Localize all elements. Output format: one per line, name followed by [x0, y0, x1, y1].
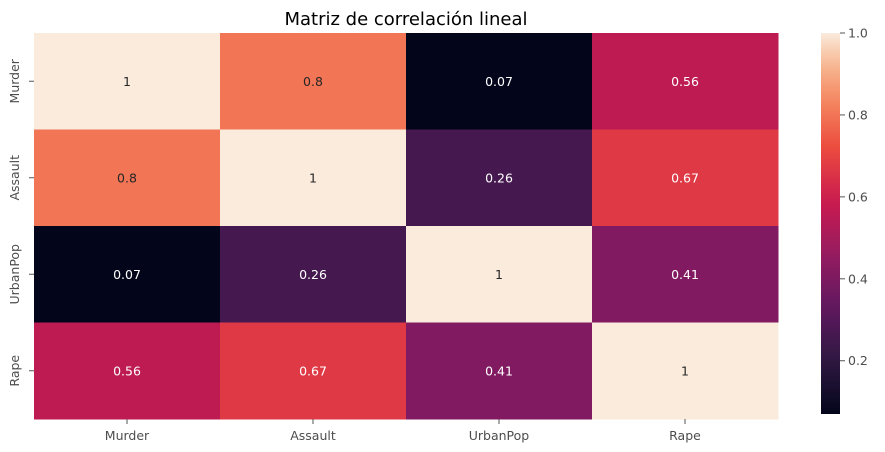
chart-title: Matriz de correlación lineal: [284, 9, 527, 30]
cell-value-label: 0.67: [671, 170, 699, 185]
cell-value-label: 0.07: [485, 74, 513, 89]
cell-value-label: 0.07: [113, 267, 141, 282]
colorbar: 0.2 0.4 0.6 0.8 1.0: [821, 26, 868, 414]
cell-value-label: 0.8: [303, 74, 323, 89]
cell-value-label: 0.41: [485, 363, 513, 378]
y-tick-label: Assault: [7, 155, 22, 201]
heatmap-cell: [220, 129, 407, 227]
y-axis: Murder Assault UrbanPop Rape: [7, 58, 34, 387]
heatmap-cell: [34, 129, 221, 227]
colorbar-gradient: [821, 33, 840, 414]
heatmap-cell: [406, 322, 593, 420]
cell-value-label: 1: [681, 363, 689, 378]
colorbar-tick-label: 0.6: [848, 189, 868, 204]
cell-value-label: 1: [123, 74, 131, 89]
cell-value-label: 0.26: [485, 170, 513, 185]
cell-value-label: 1: [495, 267, 503, 282]
cell-value-label: 0.56: [113, 363, 141, 378]
colorbar-tick-label: 0.4: [848, 271, 868, 286]
x-axis: Murder Assault UrbanPop Rape: [105, 419, 701, 443]
y-tick-label: Murder: [7, 58, 22, 103]
heatmap-cell: [34, 33, 221, 130]
heatmap-cells: 1 0.8 0.07 0.56 0.8 1 0.26 0.67 0.07 0.26 1 0.41 0.5…: [34, 33, 779, 420]
colorbar-tick-label: 1.0: [848, 26, 868, 41]
x-tick-label: Murder: [105, 428, 150, 443]
heatmap-cell: [406, 33, 593, 130]
cell-value-label: 1: [309, 170, 317, 185]
heatmap-cell: [34, 226, 221, 323]
cell-value-label: 0.67: [299, 363, 327, 378]
x-tick-label: Rape: [669, 428, 701, 443]
heatmap-cell: [220, 322, 407, 420]
heatmap-cell: [592, 322, 779, 420]
colorbar-tick-label: 0.2: [848, 353, 868, 368]
y-tick-label: Rape: [7, 355, 22, 387]
heatmap-cell: [592, 226, 779, 323]
x-tick-label: Assault: [290, 428, 336, 443]
x-tick-label: UrbanPop: [469, 428, 530, 443]
heatmap-cell: [220, 226, 407, 323]
cell-value-label: 0.26: [299, 267, 327, 282]
colorbar-tick-label: 0.8: [848, 107, 868, 122]
cell-value-label: 0.8: [117, 170, 137, 185]
heatmap-cell: [406, 226, 593, 323]
heatmap-cell: [220, 33, 407, 130]
heatmap-cell: [592, 33, 779, 130]
heatmap-cell: [406, 129, 593, 227]
cell-value-label: 0.41: [671, 267, 699, 282]
heatmap-cell: [592, 129, 779, 227]
cell-value-label: 0.56: [671, 74, 699, 89]
heatmap-cell: [34, 322, 221, 420]
y-tick-label: UrbanPop: [7, 244, 22, 305]
